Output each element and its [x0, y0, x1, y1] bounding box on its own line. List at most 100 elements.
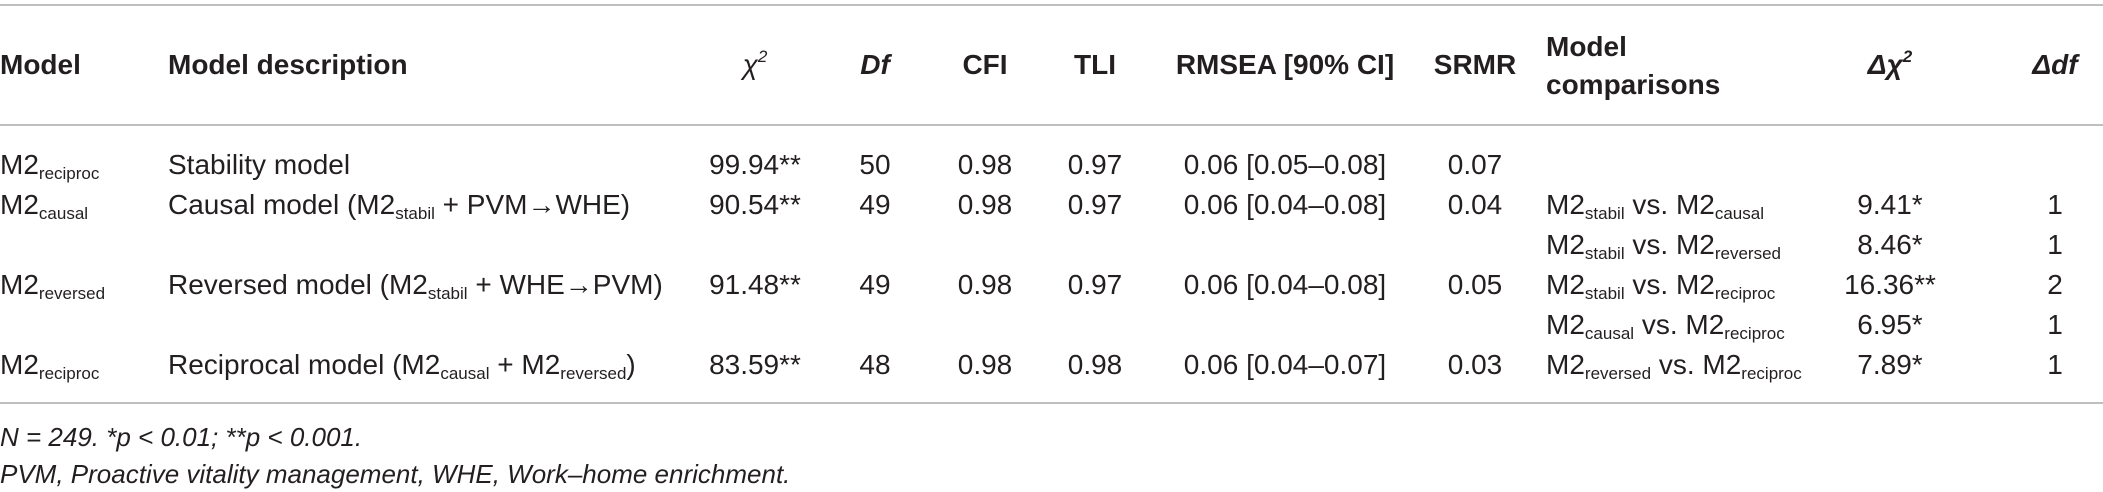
- row1-srmr: 0.07: [1447, 149, 1503, 180]
- comparison-3: M2stabil vs. M2reciproc: [1546, 266, 1775, 304]
- header-rule: [0, 124, 2103, 126]
- row2-description: Causal model (M2stabil + PVM→WHE): [168, 186, 630, 224]
- comparison-1-ddf: 1: [2047, 189, 2063, 220]
- cmp-a-sub: stabil: [1584, 284, 1625, 303]
- row2-tli: 0.97: [1067, 189, 1123, 220]
- cmp-b: M2: [1685, 309, 1725, 340]
- cmp-b: M2: [1702, 349, 1742, 380]
- table-note-abbreviations: PVM, Proactive vitality management, WHE,…: [0, 459, 791, 489]
- comparison-2-ddf: 1: [2047, 229, 2063, 260]
- cmp-a: M2: [1546, 189, 1585, 220]
- header-tli: TLI: [1074, 49, 1116, 80]
- comparison-5-dchi2: 7.89*: [1857, 349, 1923, 380]
- row3-model: M2reversed: [0, 266, 105, 304]
- top-rule: [0, 4, 2103, 6]
- row2-rmsea: 0.06 [0.04–0.08]: [1183, 189, 1387, 220]
- row3-description: Reversed model (M2stabil + WHE→PVM): [168, 266, 663, 304]
- cmp-b-sub: causal: [1714, 204, 1764, 223]
- row3-rmsea: 0.06 [0.04–0.08]: [1183, 269, 1387, 300]
- comparison-4: M2causal vs. M2reciproc: [1546, 306, 1785, 344]
- model-sub: reciproc: [38, 164, 100, 183]
- header-description: Model description: [168, 49, 408, 80]
- row1-chi2: 99.94**: [709, 149, 801, 180]
- comparison-5: M2reversed vs. M2reciproc: [1546, 346, 1802, 384]
- desc-sub: stabil: [427, 284, 468, 303]
- desc-part: Reversed model (M2: [168, 269, 428, 300]
- row4-cfi: 0.98: [957, 349, 1013, 380]
- header-chi2-symbol: χ: [742, 49, 758, 80]
- bottom-rule: [0, 402, 2103, 404]
- desc-part: Causal model (M2: [168, 189, 396, 220]
- cmp-vs: vs.: [1634, 309, 1686, 340]
- row3-tli: 0.97: [1067, 269, 1123, 300]
- model-base: M2: [0, 189, 39, 220]
- comparison-4-ddf: 1: [2047, 309, 2063, 340]
- comparison-2: M2stabil vs. M2reversed: [1546, 226, 1781, 264]
- comparison-3-ddf: 2: [2047, 269, 2063, 300]
- model-base: M2: [0, 149, 39, 180]
- desc-sub: causal: [440, 364, 490, 383]
- header-delta-df: Δdf: [2032, 49, 2078, 80]
- header-df: Df: [860, 49, 890, 80]
- cmp-a-sub: reversed: [1584, 364, 1652, 383]
- row1-tli: 0.97: [1067, 149, 1123, 180]
- cmp-a-sub: stabil: [1584, 244, 1625, 263]
- row4-model: M2reciproc: [0, 346, 99, 384]
- cmp-b-sub: reciproc: [1724, 324, 1785, 343]
- row1-rmsea: 0.06 [0.05–0.08]: [1183, 149, 1387, 180]
- cmp-b: M2: [1675, 269, 1715, 300]
- cmp-b: M2: [1675, 229, 1715, 260]
- header-srmr: SRMR: [1433, 49, 1517, 80]
- cmp-b: M2: [1675, 189, 1715, 220]
- comparison-1: M2stabil vs. M2causal: [1546, 186, 1764, 224]
- row2-model: M2causal: [0, 186, 88, 224]
- cmp-a: M2: [1546, 269, 1585, 300]
- cmp-a: M2: [1546, 309, 1585, 340]
- cmp-vs: vs.: [1624, 229, 1676, 260]
- comparison-3-dchi2: 16.36**: [1844, 269, 1936, 300]
- desc-part: + M2: [489, 349, 561, 380]
- cmp-vs: vs.: [1624, 269, 1676, 300]
- desc-part: Reciprocal model (M2: [168, 349, 441, 380]
- comparison-2-dchi2: 8.46*: [1857, 229, 1923, 260]
- cmp-vs: vs.: [1624, 189, 1676, 220]
- row1-cfi: 0.98: [957, 149, 1013, 180]
- model-base: M2: [0, 349, 39, 380]
- desc-part: + WHE→PVM): [467, 269, 663, 300]
- comparison-5-ddf: 1: [2047, 349, 2063, 380]
- desc-part: ): [626, 349, 636, 380]
- row3-cfi: 0.98: [957, 269, 1013, 300]
- cmp-b-sub: reversed: [1714, 244, 1781, 263]
- cmp-a-sub: causal: [1584, 324, 1635, 343]
- row4-tli: 0.98: [1067, 349, 1123, 380]
- row3-chi2: 91.48**: [709, 269, 801, 300]
- row4-description: Reciprocal model (M2causal + M2reversed): [168, 346, 636, 384]
- header-cfi: CFI: [962, 49, 1008, 80]
- row2-srmr: 0.04: [1447, 189, 1503, 220]
- row3-srmr: 0.05: [1447, 269, 1503, 300]
- cmp-b-sub: reciproc: [1741, 364, 1802, 383]
- row2-cfi: 0.98: [957, 189, 1013, 220]
- cmp-a: M2: [1546, 229, 1585, 260]
- cmp-a: M2: [1546, 349, 1585, 380]
- header-chi2: χ2: [700, 46, 810, 84]
- header-model: Model: [0, 49, 81, 80]
- row1-model: M2reciproc: [0, 146, 99, 184]
- row4-chi2: 83.59**: [709, 349, 801, 380]
- cmp-vs: vs.: [1651, 349, 1703, 380]
- desc-part: + PVM→WHE): [434, 189, 631, 220]
- header-delta-chi2: Δχ2: [1835, 46, 1945, 84]
- cmp-b-sub: reciproc: [1714, 284, 1776, 303]
- header-comparisons-2: comparisons: [1546, 69, 1721, 100]
- row3-df: 49: [859, 269, 891, 300]
- model-base: M2: [0, 269, 39, 300]
- model-sub: reversed: [38, 284, 106, 303]
- row4-df: 48: [859, 349, 891, 380]
- cmp-a-sub: stabil: [1584, 204, 1625, 223]
- desc-sub: stabil: [395, 204, 435, 223]
- header-chi2-sup: 2: [757, 47, 768, 66]
- header-comparisons-1: Model: [1546, 31, 1627, 62]
- row1-df: 50: [859, 149, 891, 180]
- comparison-4-dchi2: 6.95*: [1857, 309, 1923, 340]
- header-rmsea: RMSEA [90% CI]: [1175, 49, 1395, 80]
